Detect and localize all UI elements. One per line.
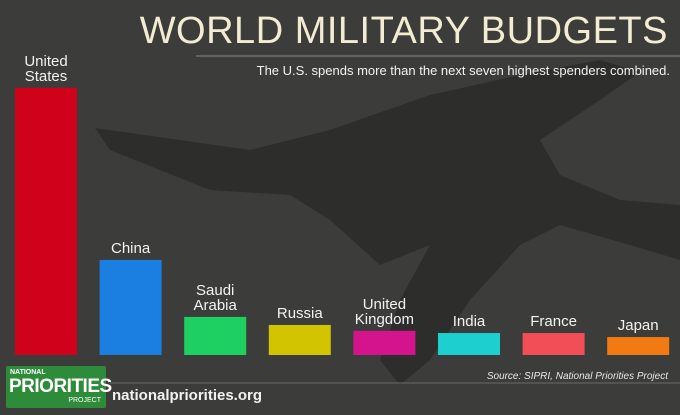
category-label: Russia xyxy=(276,304,323,322)
source-note: Source: SIPRI, National Priorities Proje… xyxy=(486,371,668,382)
logo-text: NATIONAL xyxy=(10,369,46,376)
bar xyxy=(607,337,670,355)
website: nationalpriorities.org xyxy=(112,387,263,404)
chart-title: WORLD MILITARY BUDGETS xyxy=(139,10,668,52)
category-label: Japan xyxy=(617,317,659,335)
category-label: India xyxy=(452,313,486,331)
bar xyxy=(522,333,585,355)
bar xyxy=(353,330,416,355)
category-label: France xyxy=(530,313,577,331)
category-label: Saudi Arabia xyxy=(193,281,237,314)
logo: NATIONAL PRIORITIES PROJECT xyxy=(6,366,112,408)
category-label: United States xyxy=(24,52,68,85)
category-label: China xyxy=(110,239,151,257)
jet-silhouette xyxy=(95,60,680,385)
category-label: United Kingdom xyxy=(354,295,414,328)
bar xyxy=(438,333,500,355)
bar xyxy=(268,324,331,355)
chart-subtitle: The U.S. spends more than the next seven… xyxy=(256,63,670,78)
bar xyxy=(15,87,77,355)
logo-text: PROJECT xyxy=(68,397,101,404)
logo-text: PRIORITIES xyxy=(9,376,112,397)
bar xyxy=(99,259,162,355)
bar xyxy=(184,316,247,355)
